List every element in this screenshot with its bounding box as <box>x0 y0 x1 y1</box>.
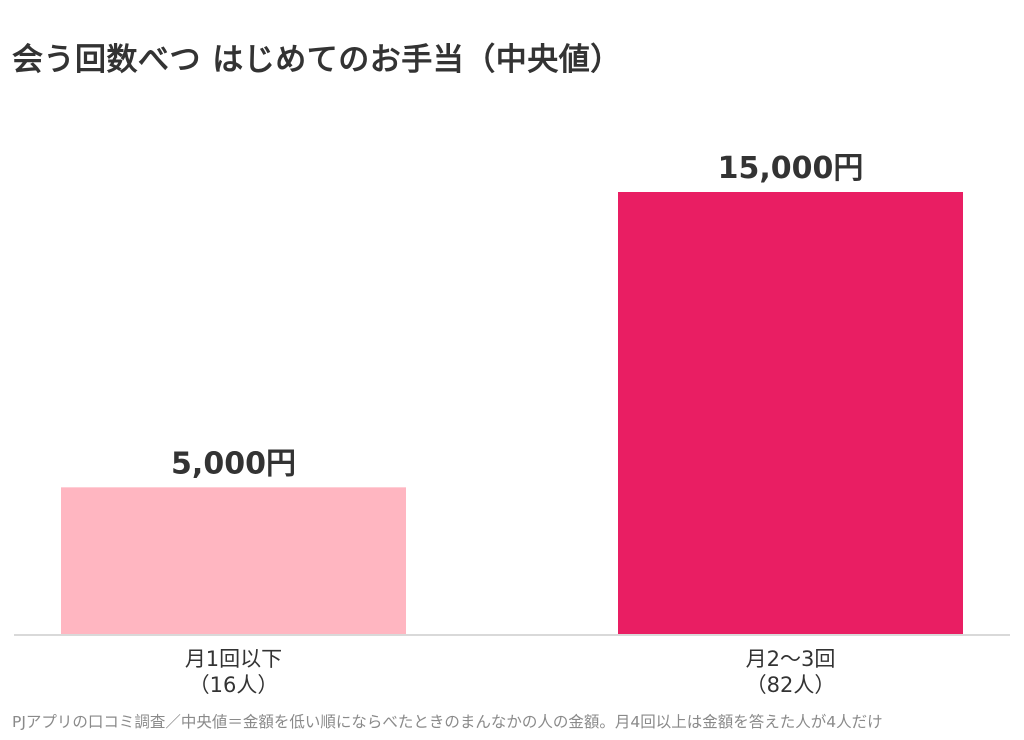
bar-2 <box>618 192 963 635</box>
category-name-1: 月1回以下 <box>184 647 283 671</box>
value-labels-group: 5,000円 15,000円 <box>171 151 863 481</box>
category-count-2: （82人） <box>745 673 836 697</box>
category-name-2: 月2〜3回 <box>745 647 836 671</box>
value-label-1: 5,000円 <box>171 446 296 481</box>
footnote: PJアプリの口コミ調査／中央値＝金額を低い順にならべたときのまんなかの人の金額。… <box>12 713 883 731</box>
bars-group <box>61 192 963 635</box>
category-label-1: 月1回以下 （16人） <box>61 646 406 698</box>
chart-title: 会う回数べつ はじめてのお手当（中央値） <box>12 42 622 78</box>
category-count-1: （16人） <box>188 673 279 697</box>
category-label-2: 月2〜3回 （82人） <box>618 646 963 698</box>
bar-1 <box>61 487 406 635</box>
bar-chart: 5,000円 15,000円 <box>14 151 1010 636</box>
value-label-2: 15,000円 <box>718 151 864 186</box>
